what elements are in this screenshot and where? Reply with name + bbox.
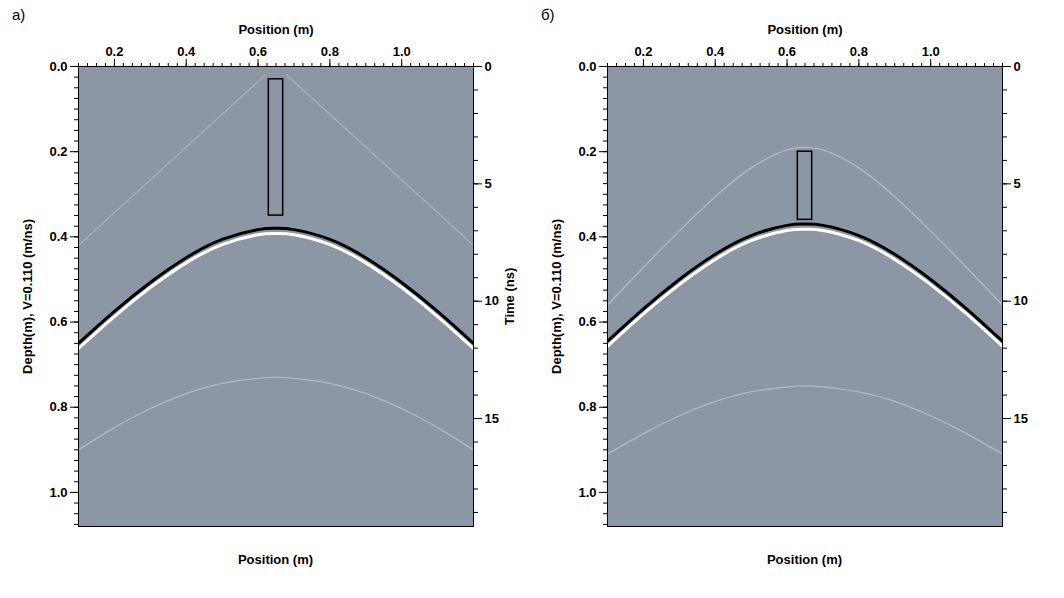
svg-text:Depth(m), V=0.110 (m/ns): Depth(m), V=0.110 (m/ns) xyxy=(20,219,35,374)
svg-text:0.2: 0.2 xyxy=(49,144,67,159)
svg-text:0.2: 0.2 xyxy=(634,44,652,59)
html-text:б): б) xyxy=(541,6,555,23)
svg-text:1.0: 1.0 xyxy=(393,44,411,59)
svg-text:0.8: 0.8 xyxy=(49,399,67,414)
svg-text:0.2: 0.2 xyxy=(578,144,596,159)
svg-text:Position (m): Position (m) xyxy=(238,22,313,37)
svg-text:1.0: 1.0 xyxy=(922,44,940,59)
svg-text:0: 0 xyxy=(485,59,492,74)
svg-text:0.6: 0.6 xyxy=(778,44,796,59)
svg-text:15: 15 xyxy=(485,411,499,426)
svg-text:0.8: 0.8 xyxy=(850,44,868,59)
svg-text:0.6: 0.6 xyxy=(249,44,267,59)
svg-text:0.4: 0.4 xyxy=(177,44,196,59)
svg-text:Position (m): Position (m) xyxy=(767,22,842,37)
html-text:а): а) xyxy=(12,6,26,23)
svg-text:Time (ns): Time (ns) xyxy=(502,268,517,326)
svg-text:0.4: 0.4 xyxy=(49,229,68,244)
svg-text:0.2: 0.2 xyxy=(105,44,123,59)
svg-text:10: 10 xyxy=(485,293,499,308)
svg-text:5: 5 xyxy=(1014,176,1021,191)
svg-text:1.0: 1.0 xyxy=(578,485,596,500)
html-text:Position (m): Position (m) xyxy=(766,552,842,567)
svg-text:10: 10 xyxy=(1014,293,1028,308)
html-text:Position (m): Position (m) xyxy=(237,552,313,567)
svg-text:0.0: 0.0 xyxy=(49,59,67,74)
svg-text:5: 5 xyxy=(485,176,492,191)
svg-text:0.6: 0.6 xyxy=(49,314,67,329)
svg-text:0.0: 0.0 xyxy=(578,59,596,74)
svg-text:0.8: 0.8 xyxy=(578,399,596,414)
svg-text:0.6: 0.6 xyxy=(578,314,596,329)
svg-text:0: 0 xyxy=(1014,59,1021,74)
svg-text:0.4: 0.4 xyxy=(578,229,597,244)
svg-text:1.0: 1.0 xyxy=(49,485,67,500)
svg-text:Depth(m), V=0.110 (m/ns): Depth(m), V=0.110 (m/ns) xyxy=(549,219,564,374)
svg-text:15: 15 xyxy=(1014,411,1028,426)
svg-text:0.8: 0.8 xyxy=(321,44,339,59)
svg-text:0.4: 0.4 xyxy=(706,44,725,59)
